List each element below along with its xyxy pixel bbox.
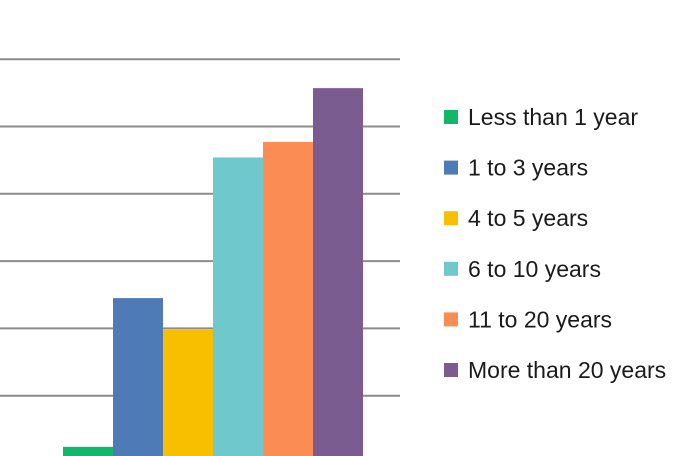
legend-label: 4 to 5 years — [468, 205, 588, 231]
legend-label: 6 to 10 years — [468, 256, 601, 282]
bar-5 — [263, 141, 313, 456]
bar-4 — [213, 157, 263, 456]
legend-swatch — [444, 261, 458, 276]
bar-6 — [313, 88, 363, 456]
legend-swatch — [444, 211, 458, 226]
bar-3 — [163, 329, 213, 456]
legend-swatch — [444, 312, 458, 327]
legend-label: Less than 1 year — [468, 104, 638, 130]
legend-swatch — [444, 110, 458, 124]
legend: Less than 1 year 1 to 3 years 4 to 5 years… — [444, 104, 666, 383]
legend-label: More than 20 years — [468, 357, 666, 383]
bar-2 — [113, 298, 163, 456]
legend-swatch — [444, 363, 458, 377]
bars — [63, 88, 363, 456]
legend-label: 11 to 20 years — [468, 306, 612, 332]
bar-1 — [63, 446, 113, 456]
legend-swatch — [444, 160, 458, 175]
legend-label: 1 to 3 years — [468, 155, 588, 181]
